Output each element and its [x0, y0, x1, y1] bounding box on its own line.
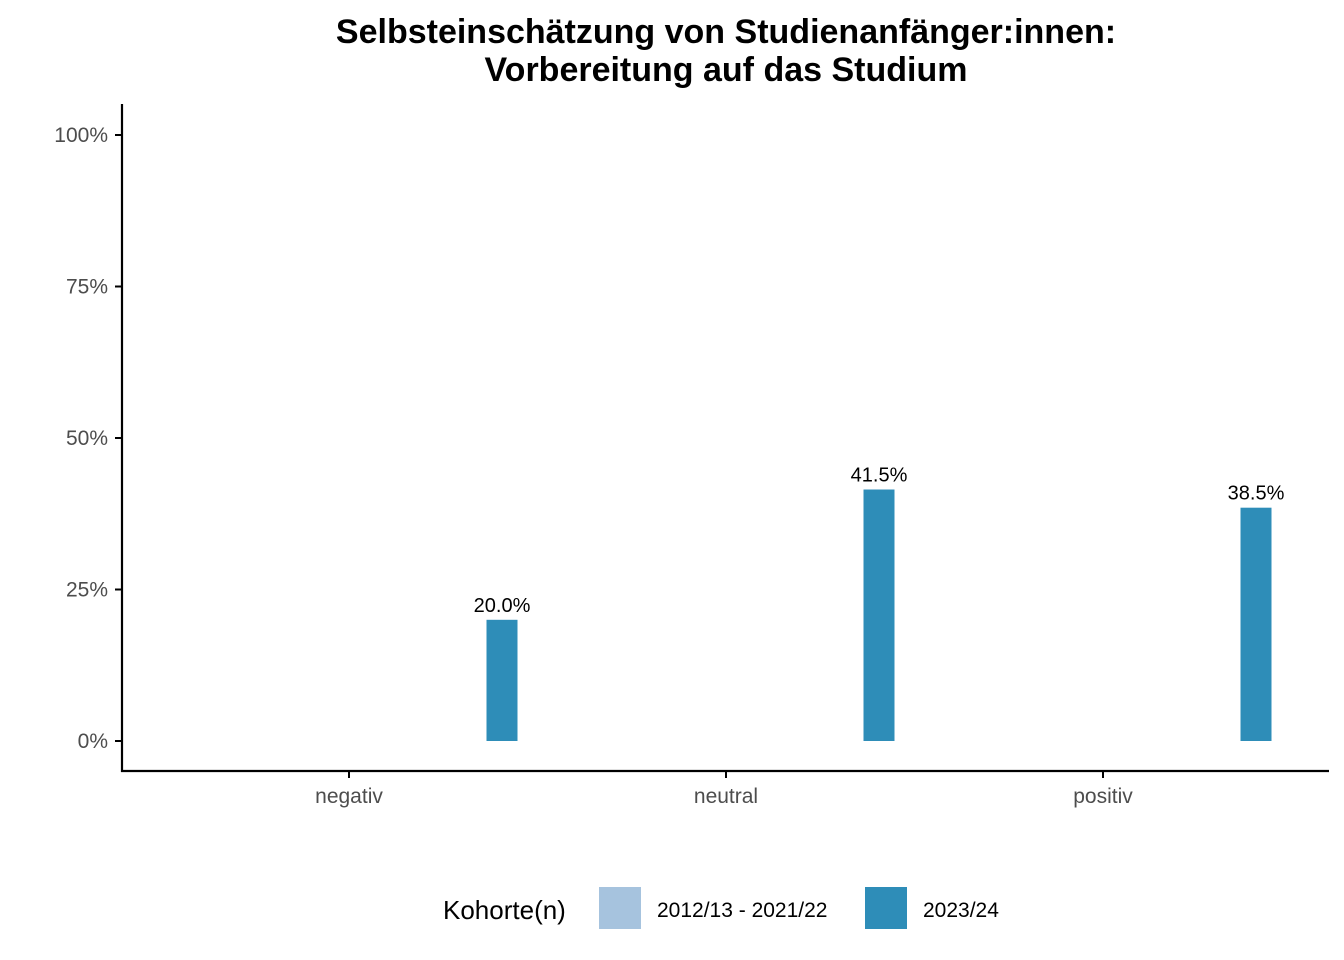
legend-label-2012-2022: 2012/13 - 2021/22	[657, 899, 827, 922]
data-label-neutral: 41.5%	[851, 465, 908, 487]
legend-label-2023-24: 2023/24	[923, 899, 999, 922]
legend-title: Kohorte(n)	[443, 895, 566, 925]
bar-neutral	[863, 489, 895, 741]
data-label-negativ: 20.0%	[474, 595, 531, 617]
x-tick-label-negativ: negativ	[315, 785, 383, 808]
y-tick-label: 75%	[66, 276, 108, 299]
bar-negativ	[486, 619, 518, 741]
data-label-positiv: 38.5%	[1228, 483, 1285, 505]
legend-swatch-2012-2022	[599, 887, 641, 929]
chart-title-line-1: Selbsteinschätzung von Studienanfänger:i…	[336, 13, 1116, 51]
y-tick-label: 50%	[66, 427, 108, 450]
bar-positiv	[1240, 507, 1272, 741]
x-tick-label-positiv: positiv	[1073, 785, 1133, 808]
x-tick-label-neutral: neutral	[694, 785, 758, 808]
chart-title-line-2: Vorbereitung auf das Studium	[485, 51, 968, 89]
y-tick-label: 0%	[78, 730, 108, 753]
legend-swatch-2023-24	[865, 887, 907, 929]
y-tick-label: 100%	[54, 124, 108, 147]
y-tick-label: 25%	[66, 579, 108, 602]
